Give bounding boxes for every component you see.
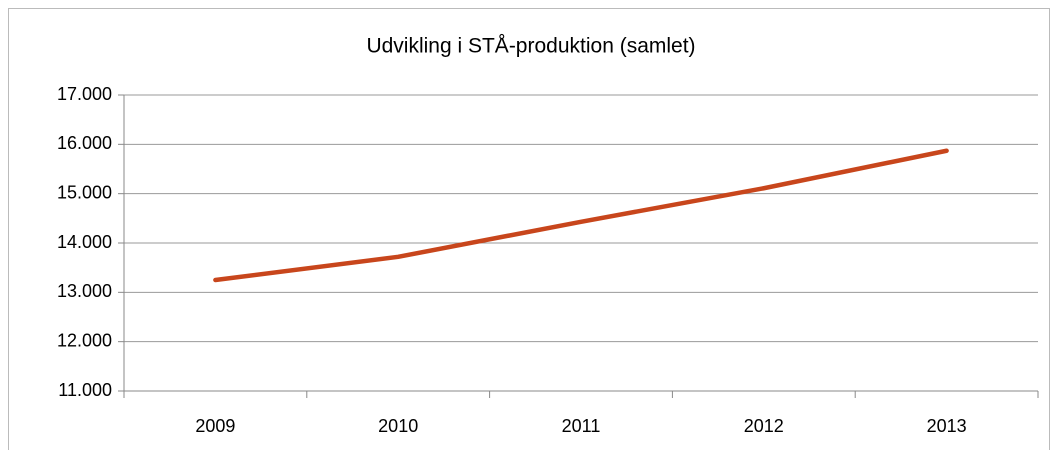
y-tick-label: 13.000 — [57, 281, 112, 301]
y-tick-label: 17.000 — [57, 84, 112, 104]
x-tick-label: 2009 — [195, 416, 235, 436]
y-tick-label: 12.000 — [57, 330, 112, 350]
x-tick-label: 2012 — [744, 416, 784, 436]
chart-title: Udvikling i STÅ-produktion (samlet) — [366, 35, 695, 58]
x-tick-label: 2013 — [927, 416, 967, 436]
x-tick-label: 2010 — [378, 416, 418, 436]
chart-frame — [8, 8, 1050, 450]
y-tick-label: 11.000 — [58, 380, 112, 400]
y-tick-label: 15.000 — [57, 182, 112, 202]
x-tick-label: 2011 — [562, 416, 601, 436]
y-tick-label: 14.000 — [57, 232, 112, 252]
y-tick-label: 16.000 — [57, 133, 112, 153]
line-series — [213, 148, 949, 283]
